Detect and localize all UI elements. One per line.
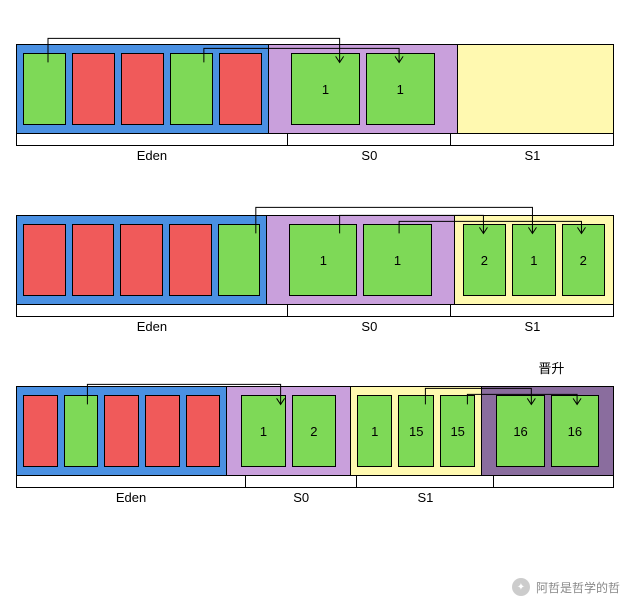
object-slot xyxy=(121,53,164,125)
object-slot xyxy=(145,395,180,467)
object-slot xyxy=(219,53,262,125)
gc-diagram-0: 11 EdenS0S1 xyxy=(16,16,614,163)
region-s0: 11 xyxy=(267,216,454,304)
region-label-s1: S1 xyxy=(356,490,494,505)
region-eden xyxy=(17,216,267,304)
region-label-s1: S1 xyxy=(451,148,614,163)
object-slot xyxy=(23,53,66,125)
watermark-text: 阿哲是哲学的哲 xyxy=(536,579,620,596)
region-old: 1616 xyxy=(482,387,613,475)
object-slot: 15 xyxy=(440,395,475,467)
object-slot xyxy=(186,395,221,467)
region-s1 xyxy=(458,45,613,133)
wechat-icon: ✦ xyxy=(512,578,530,596)
object-slot: 2 xyxy=(292,395,336,467)
object-slot: 2 xyxy=(562,224,605,296)
region-label-eden: Eden xyxy=(16,319,288,334)
region-s0: 12 xyxy=(227,387,351,475)
gc-diagram-2: 晋升12115151616EdenS0S1 xyxy=(16,358,614,505)
object-slot xyxy=(23,395,58,467)
object-slot xyxy=(104,395,139,467)
gc-diagram-1: 11212EdenS0S1 xyxy=(16,187,614,334)
region-label-s1: S1 xyxy=(451,319,614,334)
memory-row: 12115151616 xyxy=(16,386,614,476)
object-slot: 2 xyxy=(463,224,506,296)
memory-row: 11212 xyxy=(16,215,614,305)
object-slot xyxy=(72,224,115,296)
object-slot: 1 xyxy=(291,53,360,125)
object-slot xyxy=(72,53,115,125)
object-slot xyxy=(170,53,213,125)
region-label-eden: Eden xyxy=(16,148,288,163)
memory-row: 11 xyxy=(16,44,614,134)
region-label-s0: S0 xyxy=(288,148,451,163)
object-slot: 1 xyxy=(289,224,357,296)
object-slot: 1 xyxy=(241,395,285,467)
object-slot: 1 xyxy=(512,224,555,296)
region-eden xyxy=(17,45,269,133)
region-label-eden: Eden xyxy=(16,490,246,505)
object-slot xyxy=(64,395,99,467)
object-slot xyxy=(120,224,163,296)
region-label-s0: S0 xyxy=(288,319,451,334)
object-slot: 1 xyxy=(363,224,431,296)
object-slot xyxy=(169,224,212,296)
region-eden xyxy=(17,387,227,475)
promotion-label: 晋升 xyxy=(538,358,564,377)
region-s1: 212 xyxy=(455,216,613,304)
object-slot: 15 xyxy=(398,395,433,467)
region-s0: 11 xyxy=(269,45,457,133)
object-slot: 1 xyxy=(366,53,435,125)
watermark: ✦ 阿哲是哲学的哲 xyxy=(512,578,620,596)
object-slot: 16 xyxy=(551,395,599,467)
region-s1: 11515 xyxy=(351,387,482,475)
object-slot: 1 xyxy=(357,395,392,467)
region-label-s0: S0 xyxy=(246,490,356,505)
object-slot xyxy=(23,224,66,296)
object-slot: 16 xyxy=(496,395,544,467)
object-slot xyxy=(218,224,261,296)
